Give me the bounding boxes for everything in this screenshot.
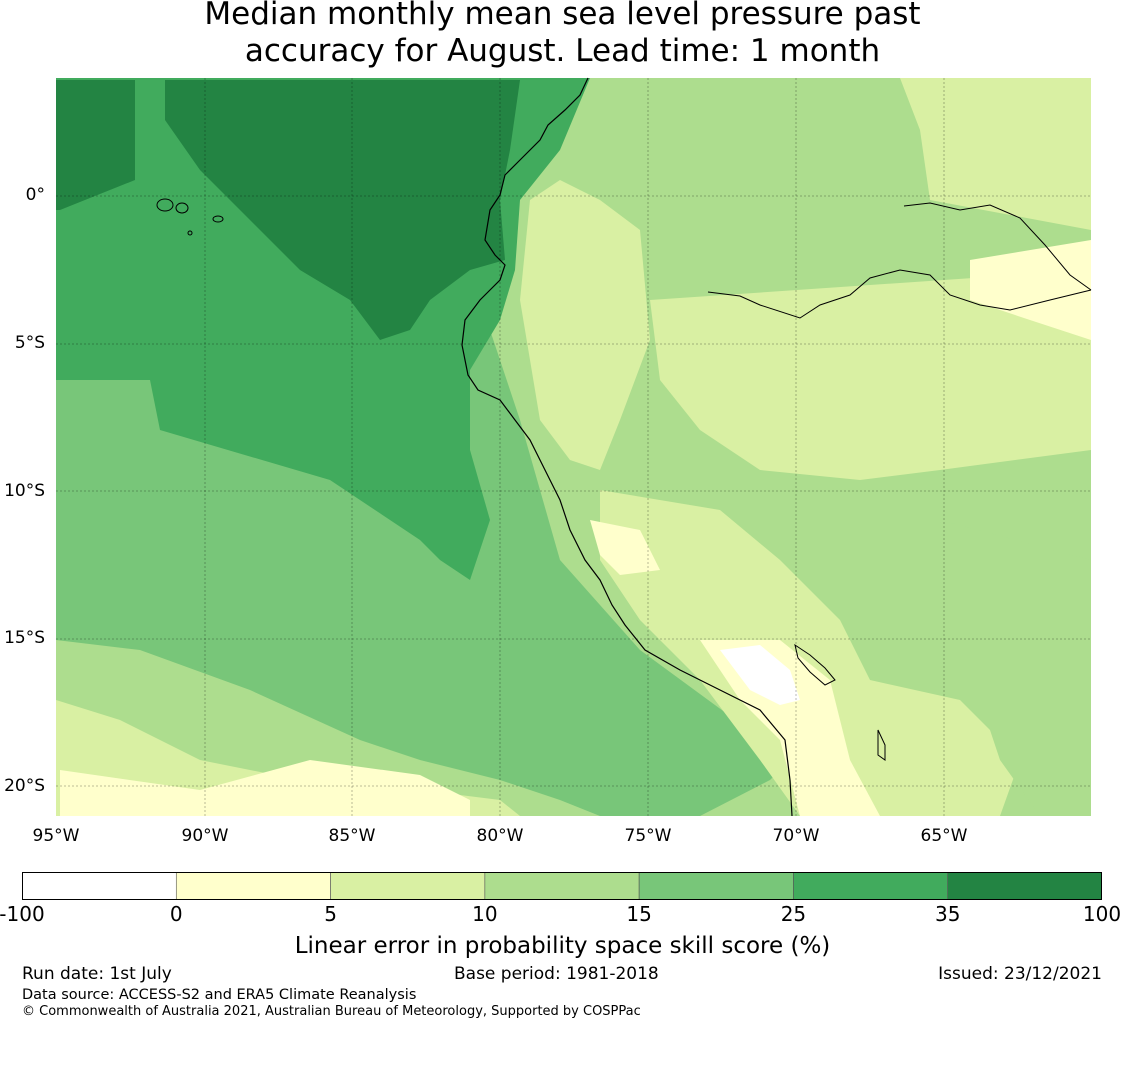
colorbar-tick-label: 0 xyxy=(169,902,183,926)
field-5-10-coast xyxy=(520,180,650,470)
copyright: © Commonwealth of Australia 2021, Austra… xyxy=(22,1004,641,1019)
galapagos-islands xyxy=(156,198,224,236)
skill-field xyxy=(56,78,1091,816)
colorbar-swatch xyxy=(175,872,331,900)
lon-label: 95°W xyxy=(33,826,80,846)
colorbar-swatch xyxy=(484,872,640,900)
colorbar-tick-label: 25 xyxy=(780,902,807,926)
field-0-5-mid xyxy=(590,520,660,575)
colorbar-swatch xyxy=(793,872,949,900)
coastline xyxy=(461,77,793,817)
field-35-100 xyxy=(165,80,520,340)
lat-label: 15°S xyxy=(4,628,45,648)
lat-label: 5°S xyxy=(15,333,45,353)
gridlines xyxy=(56,78,1091,816)
colorbar-tick-label: -100 xyxy=(0,902,45,926)
lat-label: 20°S xyxy=(4,776,45,796)
lake-titicaca xyxy=(794,643,886,761)
field-10-15-se xyxy=(940,520,1091,816)
lat-label: 0° xyxy=(26,185,45,205)
field-0-5-s xyxy=(60,760,470,816)
lon-label: 85°W xyxy=(329,826,376,846)
field-5-10-ne xyxy=(900,78,1091,230)
colorbar-swatch xyxy=(638,872,794,900)
colorbar-swatch xyxy=(330,872,486,900)
field-35-100-nw xyxy=(56,80,135,210)
lat-label: 10°S xyxy=(4,481,45,501)
field-5-10-south xyxy=(600,490,1020,816)
colorbar-swatch xyxy=(947,872,1102,900)
colorbar-tick-label: 5 xyxy=(324,902,337,926)
colorbar-label: Linear error in probability space skill … xyxy=(294,933,831,959)
field-5-10-east xyxy=(650,270,1091,480)
lon-label: 90°W xyxy=(182,826,229,846)
lon-label: 65°W xyxy=(921,826,968,846)
field-0-5-south xyxy=(700,640,880,816)
run-date: Run date: 1st July xyxy=(22,964,172,984)
lon-label: 75°W xyxy=(625,826,672,846)
colorbar-swatch xyxy=(22,872,177,900)
title-line-1: Median monthly mean sea level pressure p… xyxy=(204,0,921,32)
river-amazon xyxy=(707,269,1092,319)
data-source: Data source: ACCESS-S2 and ERA5 Climate … xyxy=(22,987,417,1003)
lon-label: 80°W xyxy=(477,826,524,846)
issued-date: Issued: 23/12/2021 xyxy=(938,964,1102,984)
colorbar xyxy=(22,872,1102,900)
colorbar-tick-label: 100 xyxy=(1082,902,1122,926)
field-below-0 xyxy=(720,645,800,705)
colorbar-tick-label: 15 xyxy=(626,902,652,926)
colorbar-tick-label: 35 xyxy=(934,902,961,926)
lat-labels: 0° 5°S 10°S 15°S 20°S xyxy=(4,185,45,796)
colorbar-tick-label: 10 xyxy=(472,902,498,926)
chart-title: Median monthly mean sea level pressure p… xyxy=(0,0,1125,70)
field-0-5-east xyxy=(970,240,1091,340)
title-line-2: accuracy for August. Lead time: 1 month xyxy=(244,33,881,69)
river-north xyxy=(903,202,1092,291)
lon-labels: 95°W 90°W 85°W 80°W 75°W 70°W 65°W xyxy=(33,826,968,846)
base-period: Base period: 1981-2018 xyxy=(454,964,659,984)
lon-label: 70°W xyxy=(773,826,820,846)
